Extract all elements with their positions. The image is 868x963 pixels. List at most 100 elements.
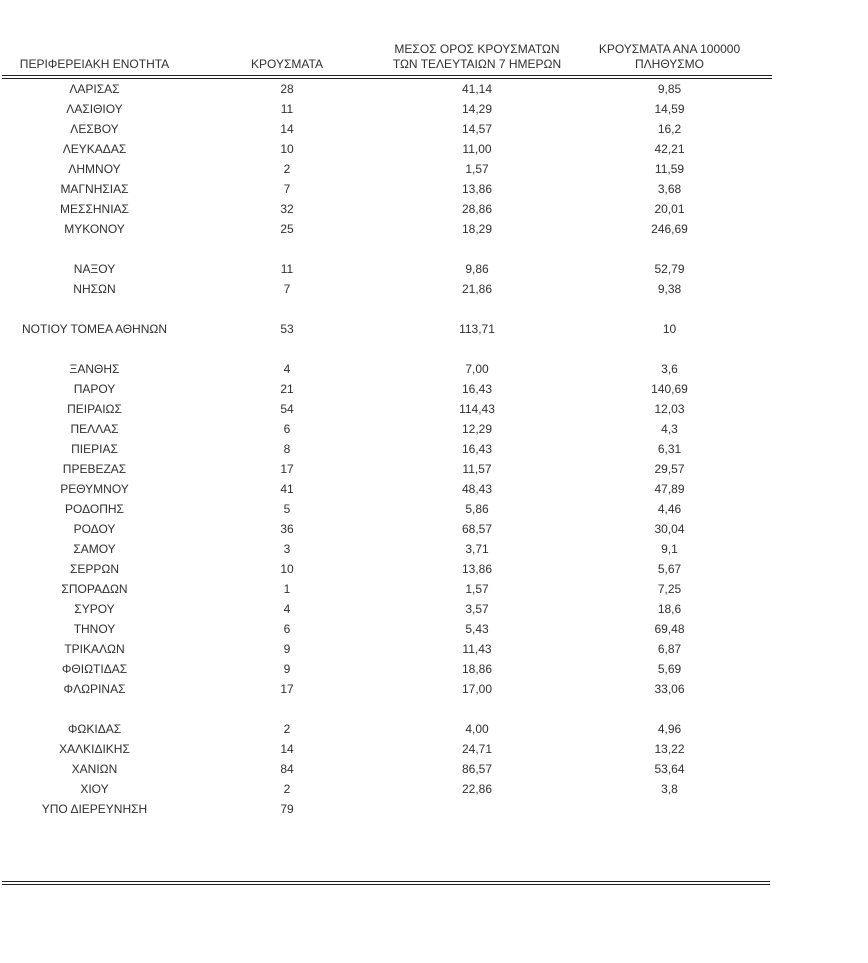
cases-cell: 4 [283,602,291,616]
per100k-cell: 52,79 [654,262,685,276]
avg7-cell: 13,86 [461,562,493,576]
table-row: ΦΘΙΩΤΙΔΑΣ 9 18,86 5,69 [2,659,772,679]
cases-table: ΠΕΡΙΦΕΡΕΙΑΚΗ ΕΝΟΤΗΤΑ ΚΡΟΥΣΜΑΤΑ ΜΕΣΟΣ ΟΡΟ… [2,42,772,819]
region-cell: ΞΑΝΘΗΣ [69,362,120,376]
table-row: ΠΙΕΡΙΑΣ 8 16,43 6,31 [2,439,772,459]
region-cell: ΜΥΚΟΝΟΥ [64,222,125,236]
spacer-cell [2,239,772,259]
region-cell: ΛΕΥΚΑΔΑΣ [62,142,127,156]
avg7-cell: 16,43 [461,382,493,396]
region-cell: ΝΗΣΩΝ [73,282,116,296]
cases-cell: 7 [283,282,291,296]
cases-cell: 3 [283,542,291,556]
table-row: ΛΑΡΙΣΑΣ 28 41,14 9,85 [2,77,772,99]
region-cell: ΜΑΓΝΗΣΙΑΣ [60,182,129,196]
cases-cell: 14 [280,122,294,136]
region-cell: ΡΟΔΟΥ [73,522,116,536]
table-row: ΤΗΝΟΥ 6 5,43 69,48 [2,619,772,639]
table-row: ΜΕΣΣΗΝΙΑΣ 32 28,86 20,01 [2,199,772,219]
per100k-cell: 140,69 [651,382,688,396]
avg7-cell: 22,86 [461,782,493,796]
per100k-cell: 4,96 [657,722,682,736]
cases-cell: 11 [280,262,294,276]
avg7-cell: 14,29 [461,102,493,116]
region-cell: ΝΟΤΙΟΥ ΤΟΜΕΑ ΑΘΗΝΩΝ [21,322,168,336]
cases-cell: 9 [283,662,291,676]
spacer-row [2,339,772,359]
table-row: ΠΕΙΡΑΙΩΣ 54 114,43 12,03 [2,399,772,419]
cases-cell: 6 [283,422,291,436]
per100k-cell: 5,69 [657,662,682,676]
spacer-row [2,239,772,259]
spacer-row [2,299,772,319]
table-row: ΦΛΩΡΙΝΑΣ 17 17,00 33,06 [2,679,772,699]
report-sheet: ΠΕΡΙΦΕΡΕΙΑΚΗ ΕΝΟΤΗΤΑ ΚΡΟΥΣΜΑΤΑ ΜΕΣΟΣ ΟΡΟ… [0,42,868,963]
cases-cell: 2 [283,162,291,176]
region-cell: ΛΕΣΒΟΥ [70,122,119,136]
region-cell: ΛΗΜΝΟΥ [68,162,121,176]
avg7-cell: 11,00 [462,142,492,156]
per100k-cell [567,799,772,819]
cases-cell: 36 [280,522,294,536]
per100k-cell: 10 [662,322,677,336]
bottom-rule [2,881,770,885]
cases-cell: 32 [280,202,294,216]
column-header-region: ΠΕΡΙΦΕΡΕΙΑΚΗ ΕΝΟΤΗΤΑ [2,42,187,79]
table-row: ΝΟΤΙΟΥ ΤΟΜΕΑ ΑΘΗΝΩΝ 53 113,71 10 [2,319,772,339]
per100k-cell: 30,04 [654,522,685,536]
per100k-cell: 18,6 [657,602,682,616]
avg7-cell: 16,43 [461,442,493,456]
cases-cell: 53 [280,322,294,336]
cases-cell: 2 [283,722,291,736]
region-cell: ΠΕΛΛΑΣ [70,422,119,436]
avg7-cell: 68,57 [461,522,493,536]
table-row: ΤΡΙΚΑΛΩΝ 9 11,43 6,87 [2,639,772,659]
per100k-cell: 33,06 [654,682,685,696]
cases-cell: 10 [280,142,294,156]
per100k-cell: 11,59 [654,162,685,176]
table-row: ΛΗΜΝΟΥ 2 1,57 11,59 [2,159,772,179]
spacer-cell [2,339,772,359]
avg7-cell: 7,00 [465,362,489,376]
table-row: ΜΥΚΟΝΟΥ 25 18,29 246,69 [2,219,772,239]
region-cell: ΠΙΕΡΙΑΣ [71,442,118,456]
avg7-cell: 18,86 [461,662,493,676]
cases-cell: 8 [283,442,291,456]
table-row: ΜΑΓΝΗΣΙΑΣ 7 13,86 3,68 [2,179,772,199]
column-header-cases: ΚΡΟΥΣΜΑΤΑ [187,42,387,79]
table-row: ΠΡΕΒΕΖΑΣ 17 11,57 29,57 [2,459,772,479]
region-cell: ΣΕΡΡΩΝ [69,562,120,576]
table-row: ΞΑΝΘΗΣ 4 7,00 3,6 [2,359,772,379]
cases-cell: 10 [280,562,294,576]
per100k-cell: 4,46 [657,502,682,516]
per100k-cell: 14,59 [654,102,685,116]
region-cell: ΥΠΟ ΔΙΕΡΕΥΝΗΣΗ [41,802,148,816]
cases-cell: 54 [280,402,294,416]
per100k-cell: 9,85 [657,82,682,96]
cases-cell: 7 [283,182,291,196]
avg7-cell: 4,00 [465,722,489,736]
per100k-cell: 6,87 [657,642,682,656]
table-row: ΣΠΟΡΑΔΩΝ 1 1,57 7,25 [2,579,772,599]
avg7-cell: 24,71 [461,742,493,756]
cases-cell: 79 [280,802,294,816]
avg7-cell: 13,86 [461,182,493,196]
region-cell: ΡΟΔΟΠΗΣ [65,502,124,516]
cases-cell: 84 [280,762,294,776]
avg7-cell [387,799,567,819]
region-cell: ΣΑΜΟΥ [73,542,116,556]
cases-cell: 28 [280,82,294,96]
column-header-per100k: ΚΡΟΥΣΜΑΤΑ ΑΝΑ 100000 ΠΛΗΘΥΣΜΟ [567,42,772,79]
region-cell: ΛΑΣΙΘΙΟΥ [66,102,123,116]
spacer-cell [2,699,772,719]
table-row: ΧΙΟΥ 2 22,86 3,8 [2,779,772,799]
cases-cell: 25 [280,222,294,236]
table-row: ΝΗΣΩΝ 7 21,86 9,38 [2,279,772,299]
per100k-cell: 246,69 [651,222,688,236]
region-cell: ΦΩΚΙΔΑΣ [67,722,122,736]
table-row: ΝΑΞΟΥ 11 9,86 52,79 [2,259,772,279]
avg7-cell: 14,57 [461,122,493,136]
avg7-cell: 41,14 [461,82,493,96]
region-cell: ΝΑΞΟΥ [73,262,116,276]
per100k-cell: 47,89 [654,482,685,496]
